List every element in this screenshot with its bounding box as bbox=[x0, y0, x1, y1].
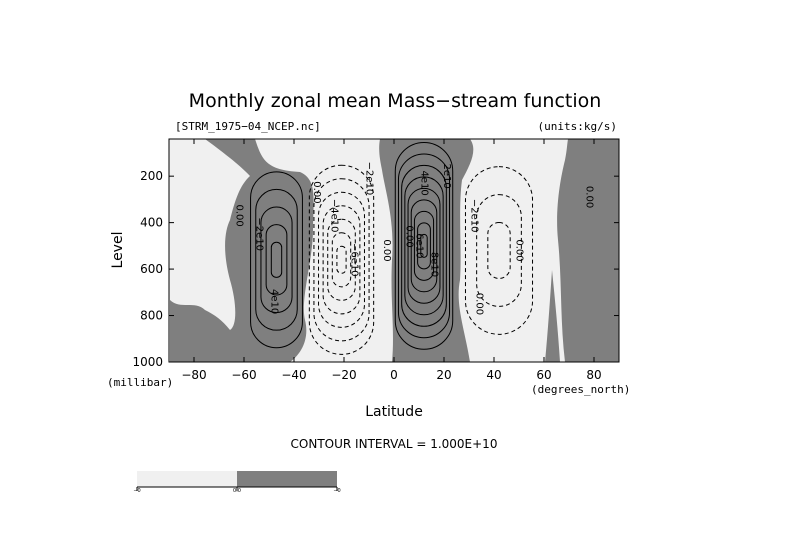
contour-line bbox=[313, 178, 370, 342]
x-units-label: (degrees_north) bbox=[531, 383, 630, 396]
source-file-label: [STRM_1975−04_NCEP.nc] bbox=[175, 120, 321, 133]
contour-label: 0.00 bbox=[234, 205, 245, 227]
contour-line bbox=[401, 164, 447, 327]
x-tick-label: −20 bbox=[331, 368, 356, 382]
contour-line bbox=[260, 206, 293, 314]
y-tick-label: 1000 bbox=[132, 355, 163, 369]
contour-label: −2e10 bbox=[254, 217, 265, 251]
contour-line bbox=[487, 222, 511, 279]
x-tick-label: 20 bbox=[436, 368, 451, 382]
y-units-label: (millibar) bbox=[107, 376, 173, 389]
x-tick-label: 40 bbox=[486, 368, 501, 382]
shade-nh-pos bbox=[557, 139, 619, 362]
contour-label: −2e10 bbox=[469, 199, 480, 233]
shade-nh-edge bbox=[545, 270, 560, 362]
contour-line bbox=[270, 241, 283, 278]
units-label: (units:kg/s) bbox=[538, 120, 617, 133]
legend-tick-left: −0 bbox=[133, 488, 140, 494]
x-tick-label: 80 bbox=[586, 368, 601, 382]
contour-label: −6e10 bbox=[349, 243, 360, 277]
y-tick-label: 400 bbox=[140, 216, 163, 230]
y-axis: 200 400 600 800 1000 bbox=[132, 169, 619, 369]
contour-label: −2e10 bbox=[364, 162, 375, 196]
contour-label: 0.00 bbox=[404, 225, 415, 247]
contour-line bbox=[404, 176, 444, 316]
y-tick-label: 600 bbox=[140, 262, 163, 276]
contour-label: 8e10 bbox=[429, 252, 440, 277]
contour-line bbox=[417, 222, 431, 270]
contour-label: 4e10 bbox=[419, 171, 430, 196]
contour-line bbox=[322, 205, 361, 315]
contour-line bbox=[255, 188, 298, 331]
contour-label: 0.00 bbox=[474, 293, 485, 315]
legend-tick-mid: 0.0 bbox=[233, 488, 241, 494]
contour-line bbox=[250, 171, 303, 349]
contour-label: 6e10 bbox=[414, 233, 425, 258]
contour-label: 0.00 bbox=[514, 239, 525, 261]
contour-line bbox=[265, 224, 288, 296]
x-axis: −80 −60 −40 −20 0 20 40 60 80 bbox=[181, 139, 602, 382]
contour-labels: 0.00 −2e10 4e10 0.00 −4e10 −6e10 −2e10 0.00 0.00… bbox=[234, 162, 595, 315]
x-tick-label: −80 bbox=[181, 368, 206, 382]
legend-positive-swatch bbox=[237, 471, 337, 487]
contour-label: 2e10 bbox=[441, 164, 452, 189]
contour-label: 0.00 bbox=[584, 186, 595, 208]
contour-line bbox=[336, 245, 347, 274]
x-tick-label: −60 bbox=[231, 368, 256, 382]
contour-line bbox=[331, 232, 352, 288]
chart-title: Monthly zonal mean Mass−stream function bbox=[189, 90, 602, 112]
legend-negative-swatch bbox=[137, 471, 237, 487]
plot-area: 0.00 −2e10 4e10 0.00 −4e10 −6e10 −2e10 0.00 0.00… bbox=[169, 139, 619, 362]
x-tick-label: −40 bbox=[281, 368, 306, 382]
legend-tick-right: −0 bbox=[333, 488, 340, 494]
contour-line bbox=[413, 210, 435, 281]
contour-label: 4e10 bbox=[269, 289, 280, 314]
contour-line bbox=[327, 218, 356, 301]
color-legend: −0 0.0 −0 bbox=[133, 471, 341, 494]
y-tick-label: 800 bbox=[140, 309, 163, 323]
contour-line bbox=[464, 166, 534, 335]
contour-line bbox=[410, 199, 438, 293]
contour-line bbox=[420, 233, 428, 258]
y-axis-title: Level bbox=[110, 232, 126, 269]
contour-label: 0.00 bbox=[381, 239, 392, 261]
contour-label: −4e10 bbox=[329, 199, 340, 233]
contour-line bbox=[394, 141, 454, 350]
x-axis-title: Latitude bbox=[365, 404, 423, 420]
contour-line bbox=[476, 194, 522, 307]
x-tick-label: 60 bbox=[536, 368, 551, 382]
contour-line bbox=[308, 164, 375, 355]
contour-lines bbox=[250, 141, 534, 355]
contour-line bbox=[318, 191, 365, 328]
contour-label: 0.00 bbox=[311, 181, 322, 203]
x-tick-label: 0 bbox=[390, 368, 398, 382]
contour-line bbox=[397, 153, 451, 339]
contour-interval-note: CONTOUR INTERVAL = 1.000E+10 bbox=[291, 437, 498, 451]
y-tick-label: 200 bbox=[140, 169, 163, 183]
contour-line bbox=[407, 187, 441, 304]
shade-sh-cell bbox=[170, 139, 314, 362]
